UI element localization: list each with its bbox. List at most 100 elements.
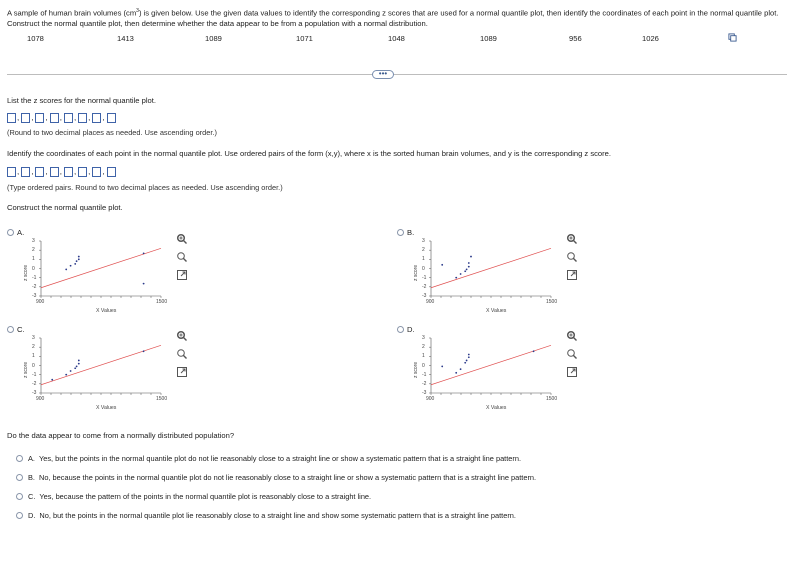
plot-option-label: D. [407, 325, 415, 334]
answer-box[interactable] [63, 113, 73, 123]
answer-box[interactable] [7, 113, 16, 123]
zoom-in-icon[interactable] [566, 233, 578, 245]
data-point [142, 282, 145, 285]
quantile-plot [39, 240, 162, 298]
answer-option-d[interactable]: D. No, but the points in the normal quan… [16, 511, 516, 520]
answer-box[interactable] [49, 113, 59, 123]
y-axis-label: z score [23, 361, 29, 378]
zoom-out-icon[interactable] [566, 251, 578, 263]
answer-option-a[interactable]: A. Yes, but the points in the normal qua… [16, 454, 521, 463]
answer-option-b[interactable]: B. No, because the points in the normal … [16, 473, 536, 482]
data-point [470, 255, 472, 258]
answer-box[interactable] [21, 167, 31, 177]
y-tick-label: 2 [422, 344, 425, 351]
x-tick-label: 1500 [156, 396, 168, 402]
y-tick-label: 1 [32, 353, 35, 360]
answer-box[interactable] [7, 167, 16, 177]
answer-box[interactable] [92, 167, 102, 177]
section-divider [7, 74, 787, 75]
radio-button[interactable] [16, 455, 23, 462]
data-point [77, 359, 80, 362]
fit-line [40, 248, 162, 289]
data-point [441, 365, 444, 368]
plot-option-label: B. [407, 228, 415, 237]
coordinate-inputs: , , , , , , , [7, 166, 116, 178]
expand-more-button[interactable]: ••• [372, 70, 394, 79]
data-point [74, 367, 77, 370]
radio-button[interactable] [7, 229, 14, 236]
fit-line [430, 248, 552, 289]
x-tick-label: 900 [36, 299, 45, 305]
question-construct-plot: Construct the normal quantile plot. [7, 203, 123, 212]
answer-box[interactable] [92, 113, 102, 123]
y-tick-label: 3 [422, 238, 425, 244]
answer-box[interactable] [78, 167, 88, 177]
radio-button[interactable] [16, 512, 23, 519]
data-point [69, 264, 72, 267]
plot-option-a: A. 3 2 1 0 -1 -2 -3 900 1500 z score X Values [7, 228, 197, 319]
data-value: 956 [569, 34, 582, 43]
data-point [142, 350, 145, 353]
answer-box[interactable] [35, 113, 45, 123]
radio-button[interactable] [397, 326, 404, 333]
zoom-out-icon[interactable] [176, 348, 188, 360]
y-tick-label: -3 [32, 390, 37, 396]
zoom-out-icon[interactable] [176, 251, 188, 263]
x-tick-label: 900 [36, 396, 45, 402]
data-value: 1026 [642, 34, 659, 43]
fit-line [430, 345, 552, 386]
y-tick-label: 0 [422, 362, 425, 369]
zoom-in-icon[interactable] [176, 233, 188, 245]
answer-box[interactable] [35, 167, 45, 177]
zoom-in-icon[interactable] [176, 330, 188, 342]
x-tick-label: 1500 [546, 299, 558, 305]
plot-option-label: A. [17, 228, 25, 237]
y-tick-label: 1 [422, 353, 425, 360]
popout-icon[interactable] [176, 269, 188, 281]
y-tick-label: -1 [32, 371, 37, 378]
question-coordinates: Identify the coordinates of each point i… [7, 149, 612, 158]
answer-box[interactable] [78, 113, 88, 123]
answer-box[interactable] [106, 113, 116, 123]
y-tick-label: 3 [422, 335, 425, 341]
zoom-in-icon[interactable] [566, 330, 578, 342]
radio-button[interactable] [397, 229, 404, 236]
zoom-out-icon[interactable] [566, 348, 578, 360]
y-tick-label: 3 [32, 335, 35, 341]
radio-button[interactable] [16, 474, 23, 481]
answer-box[interactable] [21, 113, 31, 123]
y-tick-label: -3 [32, 293, 37, 299]
popout-icon[interactable] [566, 269, 578, 281]
y-tick-label: 2 [32, 247, 35, 254]
y-tick-label: -3 [422, 293, 427, 299]
answer-option-c[interactable]: C. Yes, because the pattern of the point… [16, 492, 371, 501]
x-axis-label: X Values [486, 308, 507, 314]
y-tick-label: 1 [32, 256, 35, 263]
plot-option-b: B. 3 2 1 0 -1 -2 -3 900 1500 z score X Values [397, 228, 587, 319]
data-point [441, 263, 444, 266]
z-score-hint: (Round to two decimal places as needed. … [7, 128, 217, 137]
data-value: 1089 [480, 34, 497, 43]
data-point [75, 260, 78, 263]
data-point [467, 353, 470, 356]
y-tick-label: -3 [422, 390, 427, 396]
quantile-plot [39, 337, 162, 395]
popout-icon[interactable] [176, 366, 188, 378]
y-tick-label: -1 [422, 371, 427, 378]
y-tick-label: -2 [32, 380, 37, 387]
data-point [77, 258, 80, 261]
copy-data-icon[interactable] [728, 33, 737, 42]
answer-box[interactable] [49, 167, 59, 177]
y-tick-label: -1 [32, 274, 37, 281]
radio-button[interactable] [16, 493, 23, 500]
coordinate-hint: (Type ordered pairs. Round to two decima… [7, 183, 283, 192]
answer-box[interactable] [63, 167, 73, 177]
fit-line [40, 345, 162, 386]
y-axis-label: z score [23, 264, 29, 281]
answer-box[interactable] [106, 167, 116, 177]
y-tick-label: -2 [422, 380, 427, 387]
plot-option-c: C. 3 2 1 0 -1 -2 -3 900 1500 z score X Values [7, 325, 197, 416]
popout-icon[interactable] [566, 366, 578, 378]
data-point [74, 263, 77, 265]
radio-button[interactable] [7, 326, 14, 333]
